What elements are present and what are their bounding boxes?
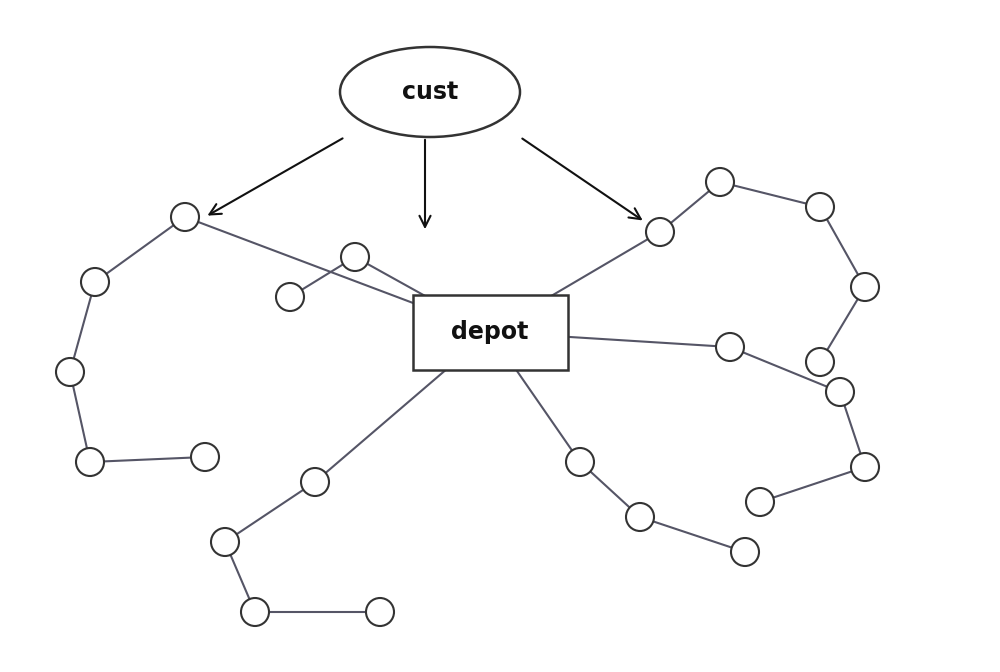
Circle shape bbox=[366, 598, 394, 626]
Text: depot: depot bbox=[451, 320, 529, 344]
Circle shape bbox=[746, 488, 774, 516]
Circle shape bbox=[301, 468, 329, 496]
Circle shape bbox=[191, 443, 219, 471]
Circle shape bbox=[716, 333, 744, 361]
Circle shape bbox=[341, 243, 369, 271]
Circle shape bbox=[211, 528, 239, 556]
Ellipse shape bbox=[340, 47, 520, 137]
Circle shape bbox=[851, 273, 879, 301]
Circle shape bbox=[731, 538, 759, 566]
Circle shape bbox=[626, 503, 654, 531]
Circle shape bbox=[646, 218, 674, 246]
Circle shape bbox=[81, 268, 109, 296]
Text: cust: cust bbox=[402, 80, 458, 104]
Circle shape bbox=[566, 448, 594, 476]
Circle shape bbox=[241, 598, 269, 626]
Circle shape bbox=[76, 448, 104, 476]
Circle shape bbox=[56, 358, 84, 386]
Circle shape bbox=[851, 453, 879, 481]
Bar bbox=[413, 294, 568, 370]
Circle shape bbox=[171, 203, 199, 231]
Circle shape bbox=[806, 193, 834, 221]
Circle shape bbox=[806, 348, 834, 376]
Circle shape bbox=[706, 168, 734, 196]
Circle shape bbox=[826, 378, 854, 406]
Circle shape bbox=[276, 283, 304, 311]
